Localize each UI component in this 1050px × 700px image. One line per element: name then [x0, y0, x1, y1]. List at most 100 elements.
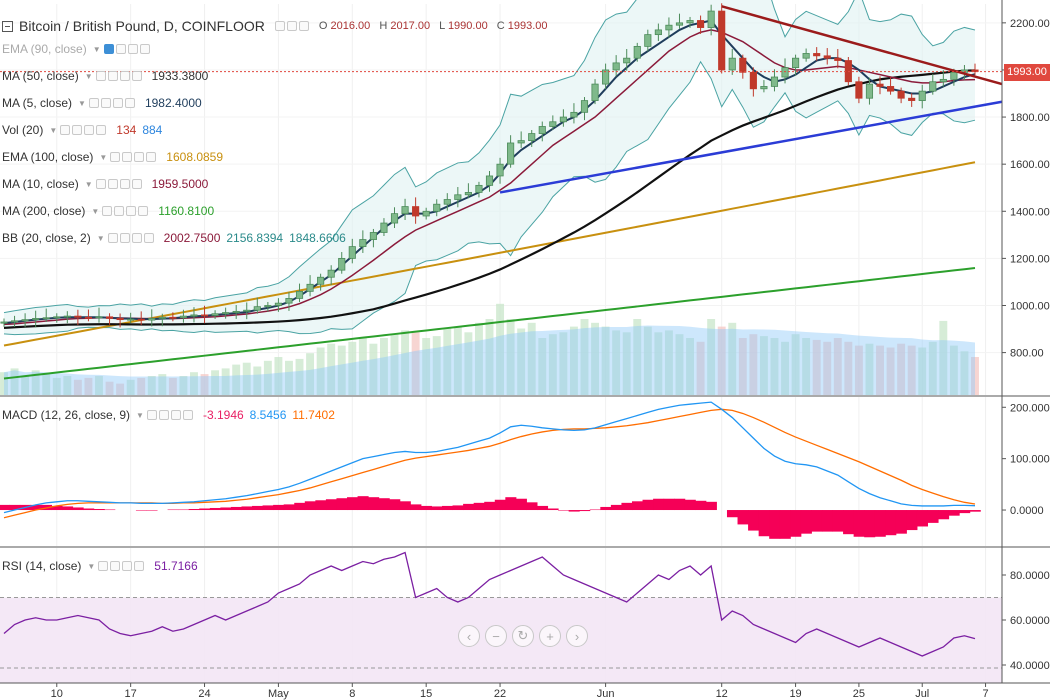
collapse-icon[interactable]	[2, 20, 13, 32]
plus-icon[interactable]	[112, 98, 123, 108]
y-tick-label: 1200.00	[1010, 253, 1050, 265]
caret-down-icon[interactable]: ▼	[136, 410, 144, 420]
legend-row-3[interactable]: Vol (20) ▼ 134 884	[2, 121, 168, 139]
legend-row-1[interactable]: MA (50, close) ▼ 1933.3800	[2, 67, 214, 85]
eye-icon[interactable]	[103, 44, 114, 54]
close-icon[interactable]	[138, 206, 149, 216]
candle	[390, 213, 399, 224]
caret-down-icon[interactable]: ▼	[87, 561, 96, 571]
eye-icon[interactable]	[98, 561, 109, 571]
plus-icon[interactable]	[127, 44, 138, 54]
reset-button[interactable]: ↻	[512, 625, 534, 647]
candle	[190, 314, 198, 317]
macd-pane	[0, 401, 981, 539]
legend-row-rsi[interactable]: RSI (14, close) ▼ 51.7166	[2, 557, 204, 575]
settings-icon[interactable]	[107, 71, 118, 81]
eye-icon[interactable]	[95, 179, 106, 189]
settings-icon[interactable]	[72, 125, 83, 135]
caret-down-icon[interactable]: ▼	[84, 179, 93, 189]
settings-icon[interactable]	[119, 233, 130, 243]
close-icon[interactable]	[96, 125, 107, 135]
legend-row-6[interactable]: MA (200, close) ▼ 1160.8100	[2, 202, 220, 220]
caret-down-icon[interactable]: ▼	[99, 152, 108, 162]
legend-name: EMA (90, close)	[2, 42, 87, 56]
more-icon[interactable]	[298, 21, 309, 31]
hide-icon[interactable]	[286, 21, 297, 31]
volume-bar	[591, 322, 600, 395]
scroll-left-button[interactable]: ‹	[458, 625, 480, 647]
plus-icon[interactable]	[122, 561, 133, 571]
close-icon[interactable]	[146, 152, 157, 162]
settings-icon[interactable]	[158, 410, 169, 420]
plus-icon[interactable]	[119, 71, 130, 81]
volume-bar	[316, 347, 325, 395]
plus-icon[interactable]	[84, 125, 95, 135]
settings-icon[interactable]	[122, 152, 133, 162]
settings-icon[interactable]	[110, 561, 121, 571]
eye-icon[interactable]	[88, 98, 99, 108]
candle	[834, 57, 842, 61]
caret-down-icon[interactable]: ▼	[78, 98, 86, 108]
macd-histogram-bar	[93, 509, 105, 511]
plus-icon[interactable]	[131, 233, 142, 243]
legend-row-0[interactable]: EMA (90, close) ▼	[2, 40, 160, 58]
close-icon[interactable]	[182, 410, 193, 420]
close-icon[interactable]	[124, 98, 135, 108]
settings-icon[interactable]	[274, 21, 285, 31]
settings-icon[interactable]	[107, 179, 118, 189]
volume-bar	[907, 345, 916, 395]
candle	[633, 45, 641, 59]
settings-icon[interactable]	[100, 98, 111, 108]
caret-down-icon[interactable]: ▼	[92, 44, 101, 54]
volume-bar	[612, 330, 621, 395]
caret-down-icon[interactable]: ▼	[96, 233, 105, 243]
macd-histogram-bar	[726, 510, 739, 518]
x-tick-label: Jul	[915, 688, 929, 700]
legend-name: MA (10, close)	[2, 177, 79, 191]
caret-down-icon[interactable]: ▼	[49, 125, 58, 135]
close-icon[interactable]	[131, 71, 142, 81]
macd-histogram-bar	[674, 498, 686, 511]
candle	[507, 142, 515, 165]
eye-icon[interactable]	[95, 71, 106, 81]
candle	[528, 133, 536, 142]
scroll-right-button[interactable]: ›	[566, 625, 588, 647]
caret-down-icon[interactable]: ▼	[84, 71, 93, 81]
settings-icon[interactable]	[114, 206, 125, 216]
legend-row-4[interactable]: EMA (100, close) ▼ 1608.0859	[2, 148, 229, 166]
caret-down-icon[interactable]: ▼	[91, 206, 100, 216]
plus-icon[interactable]	[170, 410, 181, 420]
x-tick-label: 24	[198, 688, 210, 700]
legend-row-macd[interactable]: MACD (12, 26, close, 9) ▼ -3.1946 8.5456 11.…	[2, 406, 341, 424]
close-icon[interactable]	[131, 179, 142, 189]
eye-icon[interactable]	[110, 152, 121, 162]
volume-bar	[675, 334, 684, 395]
legend-buttons	[110, 152, 158, 162]
close-icon[interactable]	[143, 233, 154, 243]
high-value: 2017.00	[390, 20, 431, 32]
plus-icon[interactable]	[119, 179, 130, 189]
legend-row-7[interactable]: BB (20, close, 2) ▼ 2002.7500 2156.8394 1848…	[2, 229, 352, 247]
candle	[802, 53, 810, 59]
legend-row-5[interactable]: MA (10, close) ▼ 1959.5000	[2, 175, 214, 193]
macd-y-tick-label: 100.0000	[1010, 454, 1050, 466]
plus-icon[interactable]	[126, 206, 137, 216]
zoom-out-button[interactable]: −	[485, 625, 507, 647]
volume-bar	[918, 347, 927, 395]
settings-icon[interactable]	[115, 44, 126, 54]
volume-bar	[126, 379, 135, 395]
volume-bar	[105, 381, 114, 395]
legend-row-2[interactable]: MA (5, close) ▼ 1982.4000	[2, 94, 208, 112]
close-icon[interactable]	[134, 561, 145, 571]
macd-histogram-bar	[368, 497, 380, 511]
eye-icon[interactable]	[60, 125, 71, 135]
plus-icon[interactable]	[134, 152, 145, 162]
close-icon[interactable]	[139, 44, 150, 54]
candle	[348, 246, 356, 259]
eye-icon[interactable]	[107, 233, 118, 243]
candle	[454, 194, 462, 200]
eye-icon[interactable]	[102, 206, 113, 216]
eye-icon[interactable]	[146, 410, 157, 420]
zoom-in-button[interactable]: +	[539, 625, 561, 647]
